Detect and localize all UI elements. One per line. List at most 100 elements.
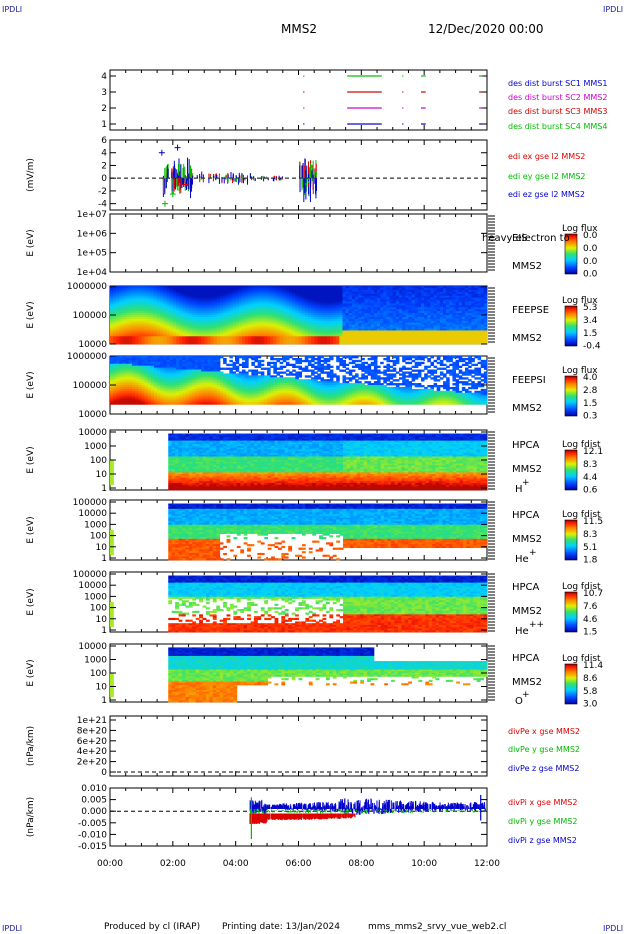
spectrogram-cell: [377, 328, 381, 331]
spectrogram-cell: [326, 303, 331, 306]
spectrogram-cell: [348, 324, 353, 327]
spectrogram-cell: [235, 311, 240, 314]
spectrogram-cell: [417, 303, 422, 306]
spectrogram-cell: [194, 334, 199, 337]
spectrogram-cell: [336, 318, 340, 322]
spectrogram-cell: [260, 305, 265, 308]
spectrogram-cell: [424, 322, 428, 326]
spectrogram-cell: [298, 328, 303, 331]
spectrogram-cell: [336, 324, 340, 327]
spectrogram-cell: [169, 289, 174, 293]
spectrogram-cell: [355, 326, 359, 329]
spectrogram-cell: [267, 291, 271, 295]
spectrogram-cell: [417, 342, 422, 345]
spectrogram-cell: [304, 305, 309, 308]
spectrogram-cell: [336, 320, 340, 324]
spectrogram-cell: [131, 307, 136, 310]
spectrogram-cell: [364, 326, 369, 329]
spectrogram-cell: [267, 309, 271, 312]
spectrogram-cell: [339, 316, 343, 320]
spectrogram-cell: [138, 324, 142, 327]
spectrogram-cell: [405, 322, 409, 326]
spectrogram-cell: [370, 330, 375, 333]
spectrogram-cell: [235, 316, 240, 320]
spectrogram-cell: [128, 402, 133, 405]
spectrogram-cell: [336, 330, 340, 333]
spectrogram-cell: [194, 295, 199, 298]
spectrogram-cell: [430, 307, 434, 310]
spectrogram-cell: [191, 311, 196, 314]
spectrogram-cell: [150, 328, 155, 331]
spectrogram-cell: [336, 315, 340, 318]
spectrogram-cell: [160, 334, 164, 337]
spectrogram-cell: [157, 334, 161, 337]
spectrogram-cell: [351, 289, 356, 293]
spectrogram-cell: [125, 338, 130, 341]
spectrogram-cell: [163, 313, 167, 316]
spectrogram-cell: [323, 287, 328, 291]
spectrogram-cell: [377, 326, 381, 329]
spectrogram-cell: [191, 309, 196, 312]
spectrogram-cell: [251, 303, 255, 306]
spectrogram-cell: [185, 289, 189, 293]
spectrogram-cell: [138, 338, 142, 341]
spectrogram-cell: [285, 334, 290, 337]
spectrogram-cell: [285, 330, 290, 333]
spectrogram-cell: [367, 287, 372, 291]
spectrogram-cell: [179, 293, 183, 297]
spectrogram-cell: [219, 330, 224, 333]
spectrogram-cell: [113, 402, 117, 405]
spectrogram-cell: [131, 305, 136, 308]
spectrogram-cell: [345, 322, 350, 326]
spectrogram-cell: [119, 334, 123, 337]
spectrogram-cell: [116, 342, 120, 345]
spectrogram-cell: [238, 322, 243, 326]
spectrogram-cell: [333, 340, 337, 343]
spectrogram-cell: [163, 328, 167, 331]
spectrogram-cell: [166, 328, 171, 331]
spectrogram-cell: [175, 332, 180, 335]
spectrogram-cell: [355, 324, 359, 327]
spectrogram-cell: [405, 301, 409, 304]
spectrogram-cell: [421, 307, 425, 310]
corner-label-br: IPDLI: [603, 924, 623, 933]
spectrogram-cell: [245, 309, 249, 312]
spectrogram-cell: [345, 316, 350, 320]
spectrogram-cell: [210, 293, 215, 297]
spectrogram-cell: [238, 332, 243, 335]
spectrogram-cell: [282, 318, 287, 322]
spectrogram-cell: [276, 313, 281, 316]
spectrogram-cell: [414, 299, 419, 302]
spectrogram-cell: [229, 301, 233, 304]
spectrogram-cell: [141, 324, 145, 327]
spectrogram-cell: [157, 324, 161, 327]
spectrogram-cell: [113, 293, 117, 297]
spectrogram-cell: [295, 291, 299, 295]
spectrogram-cell: [380, 340, 384, 343]
spectrogram-cell: [223, 289, 227, 293]
spectrogram-cell: [179, 299, 183, 302]
spectrogram-cell: [226, 289, 230, 293]
spectrogram-cell: [389, 326, 394, 329]
spectrogram-cell: [116, 402, 120, 405]
spectrogram-cell: [238, 324, 243, 327]
spectrogram-cell: [326, 330, 331, 333]
spectrogram-cell: [358, 299, 362, 302]
spectrogram-cell: [216, 322, 221, 326]
spectrogram-cell: [179, 334, 183, 337]
spectrogram-cell: [307, 315, 312, 318]
spectrogram-cell: [153, 289, 158, 293]
spectrogram-cell: [276, 336, 281, 339]
spectrogram-cell: [364, 328, 369, 331]
spectrogram-cell: [207, 328, 211, 331]
spectrogram-cell: [185, 340, 189, 343]
spectrogram-cell: [361, 326, 365, 329]
spectrogram-cell: [386, 303, 391, 306]
spectrogram-cell: [135, 309, 139, 312]
spectrogram-cell: [380, 324, 384, 327]
spectrogram-cell: [282, 315, 287, 318]
spectrogram-cell: [273, 324, 277, 327]
spectrogram-cell: [128, 291, 133, 295]
spectrogram-cell: [260, 340, 265, 343]
